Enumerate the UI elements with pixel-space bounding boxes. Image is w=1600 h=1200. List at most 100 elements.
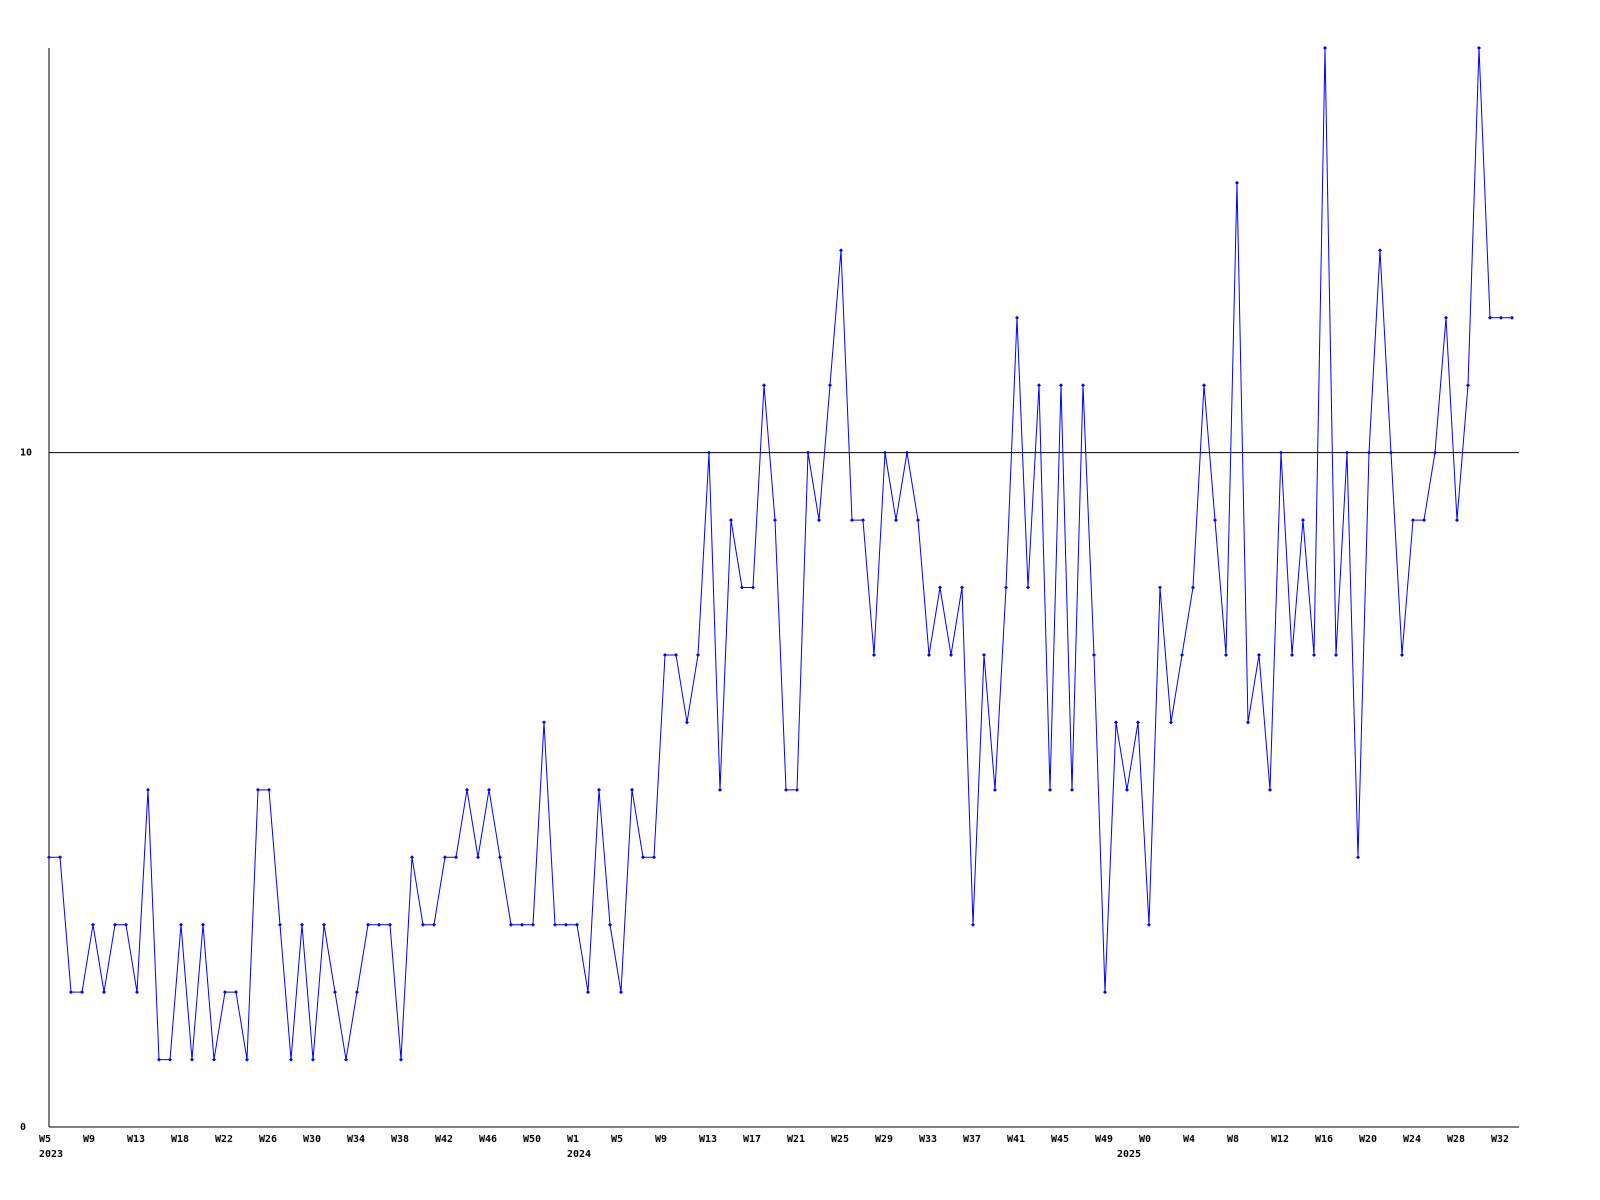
x-tick-label: W29 <box>875 1134 893 1145</box>
data-point <box>1367 450 1371 455</box>
data-point <box>707 450 711 455</box>
data-point <box>751 585 755 590</box>
data-point <box>69 990 73 995</box>
data-point <box>718 787 722 792</box>
x-tick-label: W5 <box>39 1134 51 1145</box>
data-point <box>1213 518 1217 523</box>
data-point <box>1246 720 1250 725</box>
data-point <box>795 787 799 792</box>
data-point <box>1202 383 1206 388</box>
data-point <box>1235 180 1239 185</box>
x-tick-label: W28 <box>1447 1134 1465 1145</box>
data-point <box>894 518 898 523</box>
series-line <box>49 47 1512 1061</box>
data-point <box>1389 450 1393 455</box>
data-point <box>850 518 854 523</box>
data-point <box>1037 383 1041 388</box>
x-tick-label: W5 <box>611 1134 623 1145</box>
data-point <box>267 787 271 792</box>
x-tick-label: W22 <box>215 1134 233 1145</box>
x-tick-label: W8 <box>1227 1134 1239 1145</box>
data-point <box>1180 652 1184 657</box>
data-point <box>1136 720 1140 725</box>
data-point <box>817 518 821 523</box>
data-point <box>531 922 535 927</box>
data-point <box>278 922 282 927</box>
x-tick-label: W21 <box>787 1134 805 1145</box>
data-point <box>1323 46 1327 50</box>
data-point <box>344 1057 348 1062</box>
y-tick-label: 0 <box>20 1122 26 1133</box>
data-point <box>168 1057 172 1062</box>
data-point <box>1081 383 1085 388</box>
x-tick-label: W33 <box>919 1134 937 1145</box>
data-point <box>1466 383 1470 388</box>
data-point <box>311 1057 315 1062</box>
data-point <box>223 990 227 995</box>
data-point <box>784 787 788 792</box>
x-tick-label: W13 <box>127 1134 145 1145</box>
x-tick-label: W38 <box>391 1134 409 1145</box>
x-tick-label: W50 <box>523 1134 541 1145</box>
x-tick-label: W9 <box>655 1134 667 1145</box>
data-point <box>146 787 150 792</box>
data-point <box>190 1057 194 1062</box>
data-point <box>1422 518 1426 523</box>
data-point <box>641 855 645 860</box>
data-point <box>124 922 128 927</box>
x-tick-label: W24 <box>1403 1134 1421 1145</box>
x-tick-label: W37 <box>963 1134 981 1145</box>
data-point <box>179 922 183 927</box>
data-point <box>1455 518 1459 523</box>
data-point <box>1356 855 1360 860</box>
x-year-label: 2023 <box>39 1149 63 1160</box>
x-tick-label: W26 <box>259 1134 277 1145</box>
x-tick-label: W30 <box>303 1134 321 1145</box>
data-point <box>234 990 238 995</box>
data-point <box>432 922 436 927</box>
data-point <box>47 855 51 860</box>
data-point <box>1257 652 1261 657</box>
data-point <box>1026 585 1030 590</box>
x-tick-label: W16 <box>1315 1134 1333 1145</box>
data-point <box>542 720 546 725</box>
data-point <box>564 922 568 927</box>
x-tick-label: W4 <box>1183 1134 1195 1145</box>
data-point <box>663 652 667 657</box>
data-point <box>1510 315 1514 320</box>
data-point <box>1444 315 1448 320</box>
data-point <box>806 450 810 455</box>
data-point <box>861 518 865 523</box>
data-point <box>201 922 205 927</box>
x-tick-label: W41 <box>1007 1134 1025 1145</box>
data-point <box>443 855 447 860</box>
x-tick-label: W18 <box>171 1134 189 1145</box>
data-point <box>575 922 579 927</box>
data-point <box>1059 383 1063 388</box>
data-point <box>509 922 513 927</box>
data-point <box>487 787 491 792</box>
data-point <box>289 1057 293 1062</box>
data-point <box>1158 585 1162 590</box>
data-point <box>630 787 634 792</box>
data-point <box>300 922 304 927</box>
data-point <box>1015 315 1019 320</box>
data-point <box>597 787 601 792</box>
x-tick-label: W49 <box>1095 1134 1113 1145</box>
data-point <box>905 450 909 455</box>
data-point <box>465 787 469 792</box>
data-point <box>1224 652 1228 657</box>
data-point <box>1092 652 1096 657</box>
data-point <box>1499 315 1503 320</box>
x-tick-label: W42 <box>435 1134 453 1145</box>
data-point <box>245 1057 249 1062</box>
data-point <box>993 787 997 792</box>
x-tick-label: W46 <box>479 1134 497 1145</box>
data-point <box>410 855 414 860</box>
x-tick-label: W1 <box>567 1134 579 1145</box>
data-point <box>1114 720 1118 725</box>
data-point <box>1301 518 1305 523</box>
data-point <box>1312 652 1316 657</box>
x-tick-label: W45 <box>1051 1134 1069 1145</box>
data-point <box>377 922 381 927</box>
